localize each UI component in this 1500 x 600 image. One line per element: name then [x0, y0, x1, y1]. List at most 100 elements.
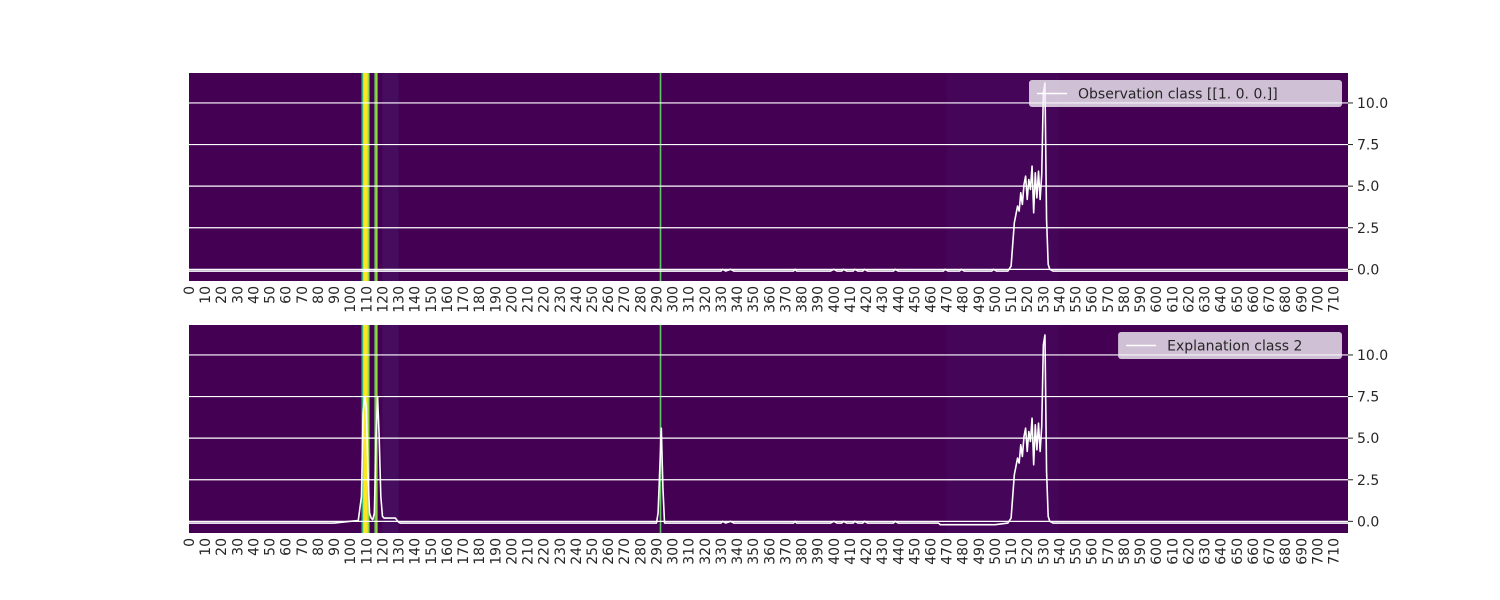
x-tick-label: 160 — [440, 538, 456, 565]
x-tick-label: 410 — [843, 538, 859, 565]
x-tick-label: 500 — [988, 538, 1004, 565]
x-tick-label: 40 — [246, 286, 262, 304]
x-tick-label: 520 — [1020, 538, 1036, 565]
heatmap-band — [363, 73, 368, 281]
x-tick-label: 170 — [456, 538, 472, 565]
x-tick-label: 80 — [311, 538, 327, 556]
x-tick-label: 120 — [375, 538, 391, 565]
x-tick-label: 30 — [230, 538, 246, 556]
x-tick-label: 10 — [198, 538, 214, 556]
x-tick-label: 110 — [359, 286, 375, 313]
x-tick-label: 570 — [1101, 538, 1117, 565]
x-tick-label: 360 — [762, 538, 778, 565]
x-tick-label: 500 — [988, 286, 1004, 313]
x-tick-label: 350 — [746, 286, 762, 313]
x-tick-label: 690 — [1294, 286, 1310, 313]
x-tick-label: 340 — [730, 286, 746, 313]
x-tick-label: 140 — [408, 538, 424, 565]
x-tick-label: 550 — [1069, 538, 1085, 565]
x-tick-label: 270 — [617, 286, 633, 313]
x-tick-label: 470 — [940, 538, 956, 565]
x-tick-label: 520 — [1020, 286, 1036, 313]
x-tick-label: 610 — [1165, 538, 1181, 565]
x-tick-label: 20 — [214, 538, 230, 556]
x-tick-label: 60 — [279, 538, 295, 556]
x-tick-label: 400 — [827, 286, 843, 313]
x-tick-label: 680 — [1278, 286, 1294, 313]
heatmap-band — [361, 73, 364, 281]
y-tick-label: 2.5 — [1357, 473, 1379, 489]
x-tick-label: 340 — [730, 538, 746, 565]
x-tick-label: 530 — [1036, 286, 1052, 313]
x-tick-label: 630 — [1198, 538, 1214, 565]
x-tick-label: 110 — [359, 538, 375, 565]
x-tick-label: 480 — [956, 538, 972, 565]
x-tick-label: 200 — [504, 286, 520, 313]
x-tick-label: 570 — [1101, 286, 1117, 313]
x-tick-label: 390 — [811, 286, 827, 313]
x-tick-label: 390 — [811, 538, 827, 565]
x-tick-label: 620 — [1181, 538, 1197, 565]
y-tick-label: 0.0 — [1357, 514, 1379, 530]
x-tick-label: 510 — [1004, 538, 1020, 565]
x-tick-label: 320 — [698, 286, 714, 313]
heatmap-band — [374, 73, 376, 281]
x-tick-label: 300 — [666, 286, 682, 313]
x-tick-label: 680 — [1278, 538, 1294, 565]
legend: Explanation class 2 — [1118, 332, 1342, 359]
x-tick-label: 530 — [1036, 538, 1052, 565]
x-tick-label: 450 — [907, 538, 923, 565]
x-tick-label: 170 — [456, 286, 472, 313]
x-tick-label: 590 — [1133, 286, 1149, 313]
x-tick-label: 270 — [617, 538, 633, 565]
x-tick-label: 650 — [1230, 286, 1246, 313]
y-tick-label: 5.0 — [1357, 431, 1379, 447]
x-tick-label: 440 — [891, 538, 907, 565]
x-tick-label: 60 — [279, 286, 295, 304]
heatmap-background — [189, 73, 1348, 281]
heatmap-band — [382, 325, 399, 533]
x-tick-label: 0 — [182, 286, 198, 295]
x-tick-label: 180 — [472, 538, 488, 565]
x-tick-label: 670 — [1262, 538, 1278, 565]
x-tick-label: 370 — [778, 538, 794, 565]
x-tick-label: 150 — [424, 538, 440, 565]
x-tick-label: 560 — [1085, 286, 1101, 313]
x-tick-label: 630 — [1198, 286, 1214, 313]
x-tick-label: 370 — [778, 286, 794, 313]
x-tick-label: 460 — [924, 538, 940, 565]
x-tick-label: 320 — [698, 538, 714, 565]
heatmap-band — [382, 73, 399, 281]
x-tick-label: 250 — [585, 286, 601, 313]
x-tick-label: 310 — [682, 286, 698, 313]
x-tick-label: 130 — [392, 538, 408, 565]
x-tick-label: 240 — [569, 538, 585, 565]
x-tick-label: 430 — [875, 538, 891, 565]
x-tick-label: 230 — [553, 538, 569, 565]
x-tick-label: 70 — [295, 538, 311, 556]
x-tick-label: 670 — [1262, 286, 1278, 313]
x-tick-label: 640 — [1214, 538, 1230, 565]
x-tick-label: 420 — [859, 286, 875, 313]
x-tick-label: 710 — [1326, 286, 1342, 313]
x-tick-label: 50 — [263, 538, 279, 556]
x-tick-label: 300 — [666, 538, 682, 565]
x-tick-label: 230 — [553, 286, 569, 313]
x-tick-label: 250 — [585, 538, 601, 565]
y-tick-label: 10.0 — [1357, 96, 1388, 112]
x-tick-label: 50 — [263, 286, 279, 304]
x-tick-label: 70 — [295, 286, 311, 304]
x-tick-label: 180 — [472, 286, 488, 313]
x-tick-label: 380 — [795, 538, 811, 565]
x-tick-label: 280 — [633, 538, 649, 565]
x-tick-label: 280 — [633, 286, 649, 313]
heatmap-background — [189, 325, 1348, 533]
x-tick-label: 420 — [859, 538, 875, 565]
x-tick-label: 620 — [1181, 286, 1197, 313]
x-tick-label: 140 — [408, 286, 424, 313]
heatmap-band — [367, 73, 370, 281]
heatmap-band — [946, 73, 1060, 281]
x-tick-label: 510 — [1004, 286, 1020, 313]
legend-box — [1029, 80, 1342, 107]
x-tick-label: 40 — [246, 538, 262, 556]
